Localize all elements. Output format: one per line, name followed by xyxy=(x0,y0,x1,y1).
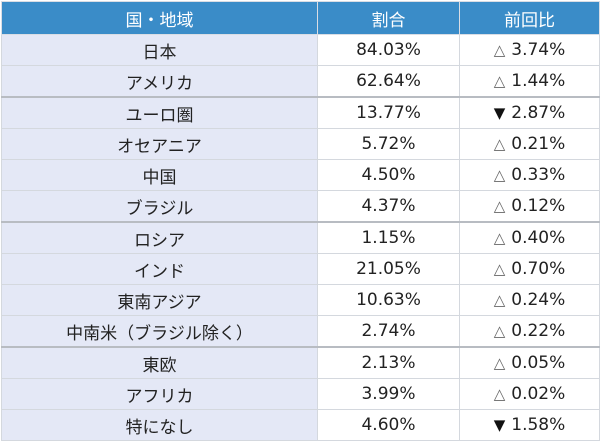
change-value: 0.40% xyxy=(511,228,566,248)
share-cell: 4.37% xyxy=(317,190,460,223)
region-cell: ブラジル xyxy=(1,190,318,223)
share-cell: 21.05% xyxy=(317,253,460,285)
change-value: 0.12% xyxy=(511,196,566,216)
change-value: 0.21% xyxy=(511,134,566,154)
share-cell: 4.50% xyxy=(317,159,460,191)
triangle-up-icon: △ xyxy=(493,41,506,59)
header-row: 国・地域 割合 前回比 xyxy=(1,1,600,35)
change-cell: △ 0.22% xyxy=(459,315,600,348)
region-cell: 東欧 xyxy=(1,346,318,379)
table-row: 特になし 4.60% ▼ 1.58% xyxy=(1,409,600,441)
triangle-up-icon: △ xyxy=(493,72,506,90)
change-cell: ▼ 2.87% xyxy=(459,96,600,129)
table-row: ロシア 1.15% △ 0.40% xyxy=(1,221,600,254)
triangle-up-icon: △ xyxy=(493,354,506,372)
region-cell: 中南米（ブラジル除く） xyxy=(1,315,318,348)
region-cell: ロシア xyxy=(1,221,318,254)
change-cell: △ 0.05% xyxy=(459,346,600,379)
change-cell: △ 0.70% xyxy=(459,253,600,285)
change-value: 1.58% xyxy=(511,415,566,435)
change-value: 3.74% xyxy=(511,40,566,60)
table-row: インド 21.05% △ 0.70% xyxy=(1,253,600,285)
change-value: 0.70% xyxy=(511,259,566,279)
change-cell: △ 1.44% xyxy=(459,65,600,98)
table-row: 中国 4.50% △ 0.33% xyxy=(1,159,600,191)
table-row: ブラジル 4.37% △ 0.12% xyxy=(1,190,600,223)
region-cell: アメリカ xyxy=(1,65,318,98)
share-cell: 13.77% xyxy=(317,96,460,129)
region-cell: オセアニア xyxy=(1,128,318,160)
table-row: ユーロ圏 13.77% ▼ 2.87% xyxy=(1,96,600,129)
header-region: 国・地域 xyxy=(1,1,318,35)
share-cell: 62.64% xyxy=(317,65,460,98)
change-cell: △ 0.24% xyxy=(459,284,600,316)
header-share: 割合 xyxy=(317,1,460,35)
change-value: 0.24% xyxy=(511,290,566,310)
share-cell: 2.13% xyxy=(317,346,460,379)
table-row: オセアニア 5.72% △ 0.21% xyxy=(1,128,600,160)
triangle-up-icon: △ xyxy=(493,135,506,153)
change-cell: △ 3.74% xyxy=(459,34,600,66)
change-cell: △ 0.21% xyxy=(459,128,600,160)
triangle-up-icon: △ xyxy=(493,166,506,184)
region-cell: 中国 xyxy=(1,159,318,191)
region-cell: インド xyxy=(1,253,318,285)
region-cell: アフリカ xyxy=(1,378,318,410)
change-cell: △ 0.40% xyxy=(459,221,600,254)
share-cell: 5.72% xyxy=(317,128,460,160)
change-cell: △ 0.33% xyxy=(459,159,600,191)
change-value: 2.87% xyxy=(511,103,566,123)
table-row: 日本 84.03% △ 3.74% xyxy=(1,34,600,66)
region-cell: 特になし xyxy=(1,409,318,441)
share-cell: 1.15% xyxy=(317,221,460,254)
region-cell: 東南アジア xyxy=(1,284,318,316)
change-value: 1.44% xyxy=(511,71,566,91)
share-cell: 84.03% xyxy=(317,34,460,66)
change-cell: △ 0.12% xyxy=(459,190,600,223)
triangle-up-icon: △ xyxy=(493,385,506,403)
table-row: アメリカ 62.64% △ 1.44% xyxy=(1,65,600,98)
share-cell: 3.99% xyxy=(317,378,460,410)
share-cell: 2.74% xyxy=(317,315,460,348)
triangle-down-icon: ▼ xyxy=(493,104,506,122)
table-row: 東欧 2.13% △ 0.05% xyxy=(1,346,600,379)
table-body: 日本 84.03% △ 3.74% アメリカ 62.64% △ 1.44% ユーロ圏 13.77%… xyxy=(1,34,600,441)
change-cell: △ 0.02% xyxy=(459,378,600,410)
region-cell: 日本 xyxy=(1,34,318,66)
change-value: 0.05% xyxy=(511,353,566,373)
table-row: 東南アジア 10.63% △ 0.24% xyxy=(1,284,600,316)
triangle-down-icon: ▼ xyxy=(493,416,506,434)
triangle-up-icon: △ xyxy=(493,229,506,247)
table-row: アフリカ 3.99% △ 0.02% xyxy=(1,378,600,410)
triangle-up-icon: △ xyxy=(493,260,506,278)
triangle-up-icon: △ xyxy=(493,291,506,309)
change-value: 0.02% xyxy=(511,384,566,404)
change-value: 0.33% xyxy=(511,165,566,185)
change-value: 0.22% xyxy=(511,321,566,341)
share-cell: 4.60% xyxy=(317,409,460,441)
table-row: 中南米（ブラジル除く） 2.74% △ 0.22% xyxy=(1,315,600,348)
share-cell: 10.63% xyxy=(317,284,460,316)
triangle-up-icon: △ xyxy=(493,197,506,215)
change-cell: ▼ 1.58% xyxy=(459,409,600,441)
region-cell: ユーロ圏 xyxy=(1,96,318,129)
triangle-up-icon: △ xyxy=(493,322,506,340)
header-change: 前回比 xyxy=(459,1,600,35)
